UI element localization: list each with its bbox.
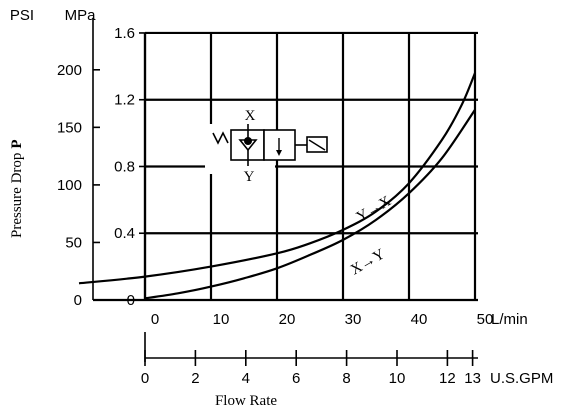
- tick-labels: 0 0.4 0.8 1.2 1.6 0 10 20 30 40 50 0 50 100 150 200 0 2 4 6…: [57, 25, 493, 387]
- spring-icon: [212, 131, 229, 145]
- gpm-tick-label: 0: [141, 370, 149, 387]
- psi-tick-label: 50: [65, 234, 82, 251]
- check-ball-icon: [244, 137, 252, 145]
- port-y-label: Y: [244, 169, 255, 185]
- gpm-tick-label: 4: [242, 370, 250, 387]
- mpa-unit-label: MPa: [65, 7, 97, 24]
- valve-symbol: X Y: [205, 108, 328, 185]
- mpa-tick-label: 1.2: [114, 92, 135, 109]
- arrow-down-icon: [276, 150, 282, 156]
- mpa-tick-label: 1.6: [114, 25, 135, 42]
- lmin-unit-label: L/min: [491, 311, 528, 328]
- lmin-tick-label: 30: [345, 311, 362, 328]
- series-label-x-to-y: X→Y: [348, 246, 388, 278]
- gpm-tick-label: 6: [292, 370, 300, 387]
- axis-titles: Flow Rate Pressure DropP: [9, 139, 277, 409]
- psi-tick-label: 150: [57, 119, 82, 136]
- mpa-tick-label: 0.8: [114, 158, 135, 175]
- solenoid-diagonal: [308, 139, 326, 151]
- unit-labels: PSI MPa L/min U.S.GPM: [10, 7, 553, 387]
- lmin-tick-label: 20: [279, 311, 296, 328]
- curve-y-to-x: [78, 72, 477, 285]
- curve-x-to-y: [144, 109, 476, 300]
- lmin-tick-label: 50: [477, 311, 494, 328]
- psi-unit-label: PSI: [10, 7, 34, 24]
- port-x-label: X: [245, 108, 256, 124]
- lmin-tick-label: 10: [213, 311, 230, 328]
- lmin-tick-label: 0: [151, 311, 159, 328]
- psi-tick-label: 100: [57, 177, 82, 194]
- psi-tick-label: 0: [74, 292, 82, 309]
- curve-labels: Y→X X→Y: [348, 193, 394, 278]
- mpa-tick-label: 0: [127, 292, 135, 309]
- grid: [143, 31, 478, 300]
- gpm-tick-label: 12: [439, 370, 456, 387]
- gpm-tick-label: 10: [389, 370, 406, 387]
- gpm-tick-label: 8: [342, 370, 350, 387]
- delta-p-symbol: P: [9, 139, 25, 148]
- x-axis-title: Flow Rate: [215, 393, 277, 409]
- gpm-tick-label: 2: [191, 370, 199, 387]
- gpm-unit-label: U.S.GPM: [490, 370, 553, 387]
- gpm-tick-label: 13: [464, 370, 481, 387]
- curves: [78, 72, 477, 300]
- mpa-tick-label: 0.4: [114, 225, 135, 242]
- axes: [92, 18, 478, 366]
- psi-tick-label: 200: [57, 62, 82, 79]
- y-axis-title: Pressure DropP: [9, 139, 25, 238]
- lmin-tick-label: 40: [411, 311, 428, 328]
